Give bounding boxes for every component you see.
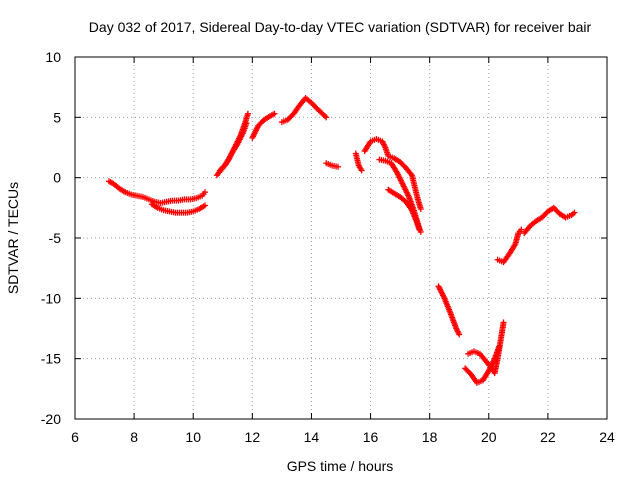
data-point <box>335 163 342 170</box>
data-point <box>271 110 278 117</box>
x-tick-label: 18 <box>422 429 438 445</box>
data-point <box>323 114 330 121</box>
y-tick-label: -5 <box>49 230 62 246</box>
x-tick-label: 24 <box>599 429 615 445</box>
x-axis-title: GPS time / hours <box>287 458 394 474</box>
x-tick-label: 12 <box>245 429 261 445</box>
y-tick-label: 5 <box>53 109 61 125</box>
data-point <box>321 113 328 120</box>
data-point <box>518 226 525 233</box>
y-tick-label: -15 <box>41 351 61 367</box>
data-point <box>500 319 507 326</box>
data-point <box>416 226 423 233</box>
x-tick-label: 16 <box>363 429 379 445</box>
x-tick-label: 10 <box>185 429 201 445</box>
ticks: 6 8 10 12 14 16 18 20 22 24 -20 -15 -10 -5 0 5 10 <box>41 49 615 445</box>
y-tick-label: -10 <box>41 290 61 306</box>
data-point <box>358 167 365 174</box>
y-axis-title: SDTVAR / TECUs <box>5 182 21 294</box>
data-points <box>105 95 578 386</box>
y-tick-label: -20 <box>41 411 61 427</box>
data-point <box>417 206 424 213</box>
y-tick-label: 0 <box>53 170 61 186</box>
chart-title: Day 032 of 2017, Sidereal Day-to-day VTE… <box>89 19 592 35</box>
grid <box>75 57 607 419</box>
x-tick-label: 20 <box>481 429 497 445</box>
x-tick-label: 14 <box>304 429 320 445</box>
x-tick-label: 8 <box>130 429 138 445</box>
x-tick-label: 22 <box>540 429 556 445</box>
data-point <box>202 202 209 209</box>
data-point <box>202 189 209 196</box>
data-point <box>243 120 250 127</box>
data-point <box>571 209 578 216</box>
y-tick-label: 10 <box>45 49 61 65</box>
data-point <box>456 331 463 338</box>
x-tick-label: 6 <box>71 429 79 445</box>
data-point <box>244 110 251 117</box>
data-point <box>496 343 503 350</box>
